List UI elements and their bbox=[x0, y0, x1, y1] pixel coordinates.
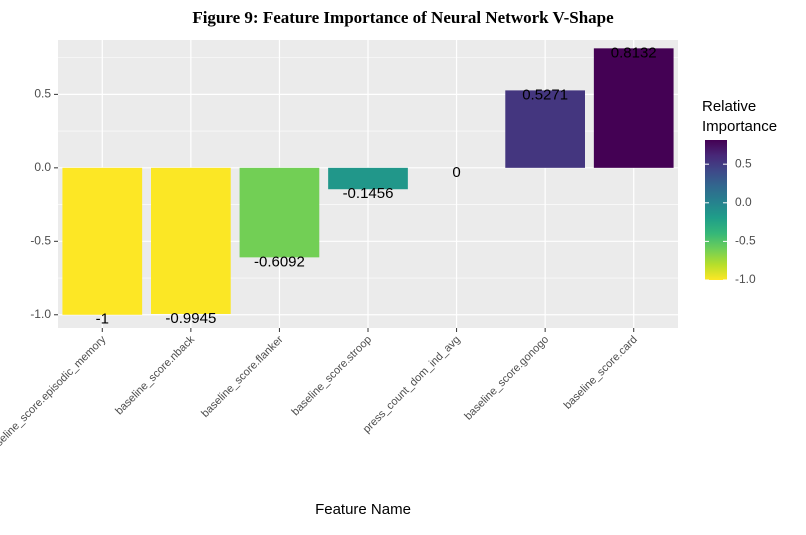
y-tick-label: 0.5 bbox=[34, 87, 51, 101]
x-tick-label: baseline_score.nback bbox=[113, 333, 197, 417]
legend-title-line-2: Importance bbox=[702, 118, 777, 135]
x-tick-label: baseline_score.episodic_memory bbox=[0, 333, 109, 457]
x-tick-label: baseline_score.gonogo bbox=[462, 334, 551, 423]
bar-baseline-score-gonogo bbox=[505, 90, 585, 168]
value-label: -0.6092 bbox=[254, 253, 305, 270]
x-axis-title: Feature Name bbox=[315, 501, 411, 518]
legend-tick-label: 0.0 bbox=[735, 195, 752, 209]
y-axis: -1.0 -0.5 0.0 0.5 bbox=[30, 87, 58, 321]
legend: Relative Importance 0.5 0.0 -0.5 -1.0 bbox=[702, 98, 777, 286]
value-label: 0 bbox=[452, 164, 460, 181]
x-tick-label: press_count_dom_ind_avg bbox=[361, 334, 463, 436]
value-label: 0.8132 bbox=[611, 44, 657, 61]
value-labels: -1 -0.9945 -0.6092 -0.1456 0 0.5271 0.8132 bbox=[96, 44, 657, 327]
bar-baseline-score-nback bbox=[151, 167, 231, 314]
chart-title: Figure 9: Feature Importance of Neural N… bbox=[192, 8, 614, 27]
y-tick-label: 0.0 bbox=[34, 160, 51, 174]
x-axis: baseline_score.episodic_memory baseline_s… bbox=[0, 328, 640, 458]
legend-colorbar bbox=[705, 140, 727, 280]
legend-tick-label: -1.0 bbox=[735, 272, 756, 286]
legend-title-line-1: Relative bbox=[702, 98, 756, 115]
bar-baseline-score-stroop bbox=[328, 167, 408, 190]
x-tick-label: baseline_score.flanker bbox=[199, 333, 286, 420]
bar-baseline-score-card bbox=[593, 48, 674, 168]
y-tick-label: -0.5 bbox=[30, 233, 51, 247]
x-tick-label: baseline_score.stroop bbox=[290, 334, 375, 419]
bar-baseline-score-episodic-memory bbox=[62, 167, 143, 315]
y-tick-label: -1.0 bbox=[30, 307, 51, 321]
value-label: -0.1456 bbox=[343, 185, 394, 202]
value-label: -0.9945 bbox=[165, 310, 216, 327]
legend-ticks: 0.5 0.0 -0.5 -1.0 bbox=[705, 156, 756, 286]
x-tick-label: baseline_score.card bbox=[562, 334, 640, 412]
value-label: 0.5271 bbox=[522, 86, 568, 103]
bars bbox=[62, 48, 674, 315]
legend-tick-label: -0.5 bbox=[735, 234, 756, 248]
value-label: -1 bbox=[96, 311, 109, 328]
bar-baseline-score-flanker bbox=[239, 167, 320, 258]
legend-tick-label: 0.5 bbox=[735, 156, 752, 170]
